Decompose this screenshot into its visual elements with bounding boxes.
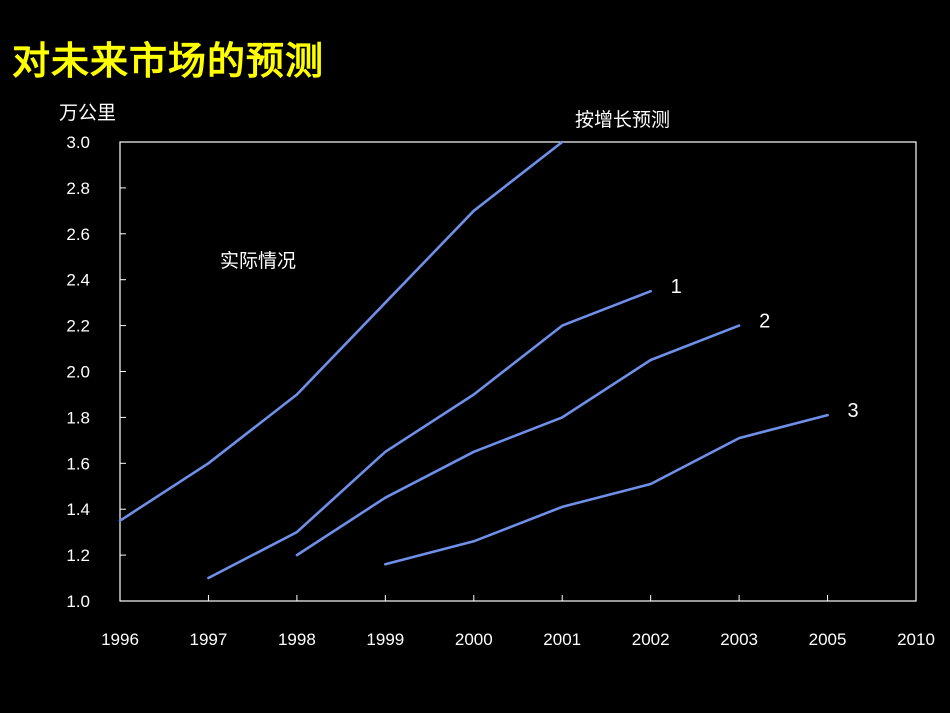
y-tick-label: 2.4: [66, 271, 90, 290]
y-tick-label: 1.0: [66, 592, 90, 611]
series-label-1: 1: [671, 276, 682, 298]
series-label-3: 3: [848, 400, 859, 422]
x-tick-label: 1996: [101, 630, 139, 649]
series-label-2: 2: [759, 311, 770, 333]
y-tick-label: 1.2: [66, 546, 90, 565]
series-line-1: [118, 140, 564, 522]
annotation-forecast: 按增长预测: [575, 109, 670, 131]
series-line-3: [295, 324, 741, 557]
y-tick-label: 1.8: [66, 408, 90, 427]
y-tick-label: 2.0: [66, 363, 90, 382]
x-tick-label: 2005: [809, 630, 847, 649]
x-tick-label: 1997: [190, 630, 228, 649]
annotation-actual: 实际情况: [220, 250, 296, 272]
y-tick-label: 3.0: [66, 133, 90, 152]
x-tick-label: 2001: [543, 630, 581, 649]
y-tick-label: 2.8: [66, 179, 90, 198]
series-line-4: [384, 413, 829, 566]
x-tick-label: 2002: [632, 630, 670, 649]
y-axis-label: 万公里: [59, 102, 116, 124]
page-title: 对未来市场的预测: [12, 39, 325, 83]
plot-frame: [119, 141, 917, 602]
y-tick-label: 2.6: [66, 225, 90, 244]
y-tick-label: 1.6: [66, 454, 90, 473]
y-tick-label: 1.4: [66, 500, 90, 519]
y-tick-label: 2.2: [66, 317, 90, 336]
x-tick-label: 2010: [897, 630, 935, 649]
x-tick-label: 2000: [455, 630, 493, 649]
series-line-2: [207, 289, 652, 580]
x-tick-label: 1999: [366, 630, 404, 649]
x-tick-label: 1998: [278, 630, 316, 649]
x-tick-label: 2003: [720, 630, 758, 649]
